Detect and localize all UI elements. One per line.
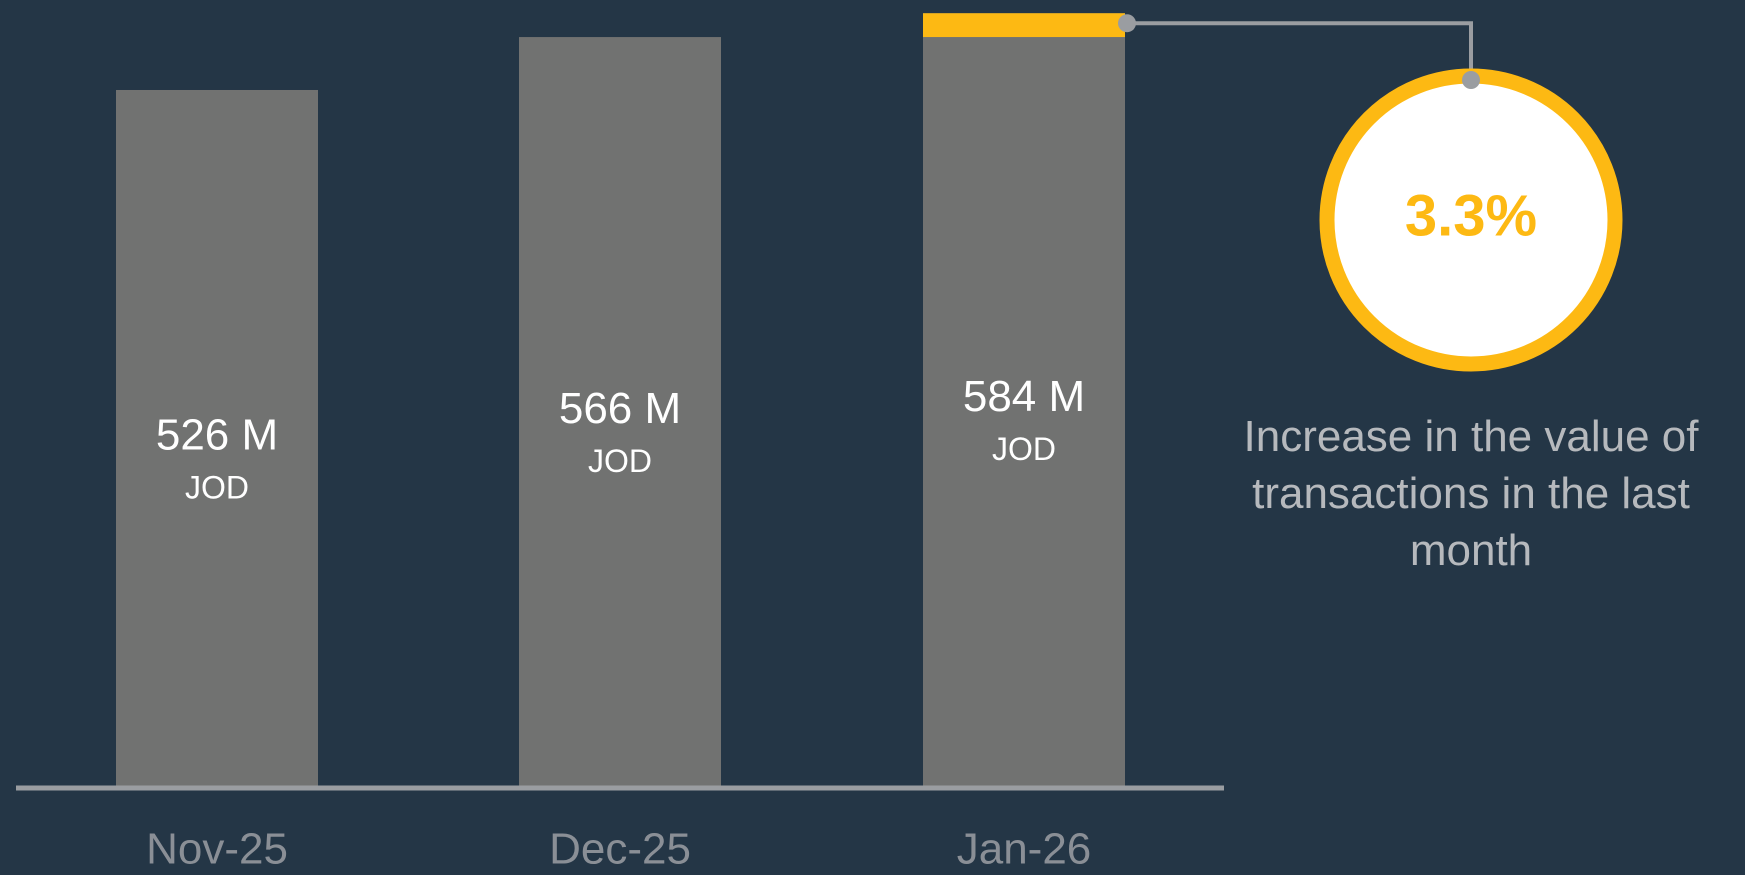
x-tick-label: Dec-25	[549, 825, 691, 874]
unit-label: JOD	[992, 431, 1056, 467]
connector-dot	[1118, 14, 1136, 33]
x-tick-label: Jan-26	[957, 825, 1092, 874]
value-label: 566 M	[559, 384, 681, 433]
bar	[519, 37, 721, 786]
value-label: 584 M	[963, 372, 1085, 421]
unit-label: JOD	[588, 443, 652, 479]
connector	[1127, 21, 1473, 80]
value-label: 526 M	[156, 411, 278, 460]
bar	[116, 89, 318, 786]
callout-text: Increase in the value of transactions in…	[1243, 412, 1699, 575]
increase-highlight	[923, 13, 1125, 38]
callout-value: 3.3%	[1405, 183, 1537, 248]
bar	[923, 13, 1125, 787]
x-tick-label: Nov-25	[146, 825, 288, 874]
unit-label: JOD	[185, 469, 249, 505]
connector-dot	[1462, 71, 1480, 89]
